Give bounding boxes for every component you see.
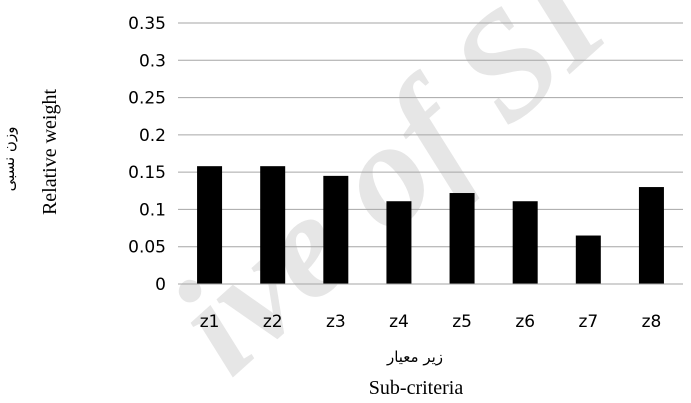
x-tick-label: z4 bbox=[389, 312, 409, 332]
y-tick-label: 0.15 bbox=[128, 163, 166, 183]
x-tick-label: z6 bbox=[515, 312, 535, 332]
x-tick-labels: z1 z2 z3 z4 z5 z6 z7 z8 bbox=[200, 312, 662, 332]
bar-z4 bbox=[386, 201, 412, 284]
y-axis-label-fa: وزن نسبی bbox=[0, 127, 18, 192]
y-axis-label: Relative weight bbox=[39, 89, 61, 216]
bar-z5 bbox=[449, 193, 475, 284]
x-tick-label: z2 bbox=[263, 312, 283, 332]
y-tick-label: 0.25 bbox=[128, 89, 166, 109]
x-tick-label: z7 bbox=[578, 312, 598, 332]
y-tick-labels: 0 0.05 0.1 0.15 0.2 0.25 0.3 0.35 bbox=[128, 14, 166, 295]
x-tick-label: z3 bbox=[326, 312, 346, 332]
bar-z7 bbox=[575, 235, 601, 284]
bar-z6 bbox=[512, 201, 538, 284]
bar-z8 bbox=[638, 187, 664, 284]
y-tick-label: 0.35 bbox=[128, 14, 166, 34]
bars bbox=[197, 166, 664, 284]
y-tick-label: 0.05 bbox=[128, 238, 166, 258]
bar-z3 bbox=[323, 175, 349, 284]
x-tick-label: z1 bbox=[200, 312, 220, 332]
x-tick-label: z8 bbox=[642, 312, 662, 332]
x-tick-label: z5 bbox=[452, 312, 472, 332]
y-tick-label: 0.2 bbox=[139, 126, 166, 146]
y-tick-label: 0 bbox=[155, 275, 166, 295]
y-tick-label: 0.1 bbox=[139, 200, 166, 220]
x-axis-label-fa: زیر معیار bbox=[386, 348, 443, 366]
bar-z2 bbox=[260, 166, 286, 284]
x-axis-label: Sub-criteria bbox=[369, 377, 464, 399]
bar-z1 bbox=[197, 166, 223, 284]
y-tick-label: 0.3 bbox=[139, 51, 166, 71]
